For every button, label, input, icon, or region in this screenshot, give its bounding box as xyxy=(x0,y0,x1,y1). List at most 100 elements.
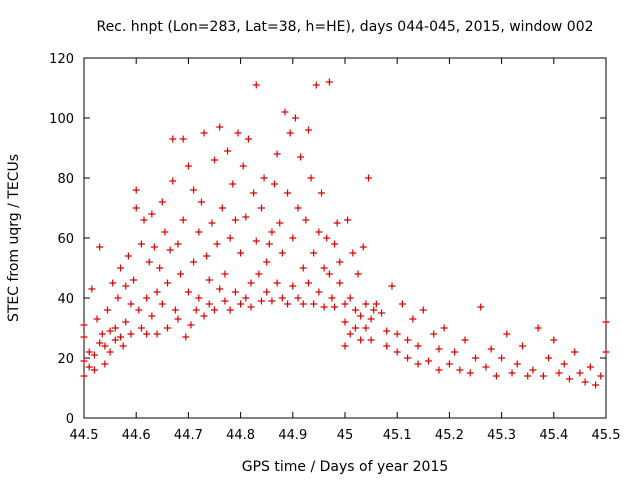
data-point xyxy=(312,81,320,89)
data-point xyxy=(276,219,284,227)
data-point xyxy=(135,306,143,314)
data-point xyxy=(127,300,135,308)
data-point xyxy=(315,288,323,296)
data-point xyxy=(195,228,203,236)
data-point xyxy=(284,300,292,308)
data-point xyxy=(398,300,406,308)
data-point xyxy=(229,180,237,188)
data-point xyxy=(560,360,568,368)
data-point xyxy=(234,129,242,137)
x-ticks: 44.5 44.6 44.7 44.8 44.9 45 45.1 45.2 45.3 45.4 45… xyxy=(70,58,620,443)
plot-area-border xyxy=(83,57,607,419)
data-points xyxy=(80,78,610,389)
data-point xyxy=(404,354,412,362)
data-point xyxy=(320,303,328,311)
data-point xyxy=(153,330,161,338)
data-point xyxy=(195,294,203,302)
data-point xyxy=(85,363,93,371)
data-point xyxy=(294,204,302,212)
data-point xyxy=(80,372,88,380)
data-point xyxy=(307,174,315,182)
data-point xyxy=(106,327,114,335)
y-ticks: 0 20 40 60 80 100 120 xyxy=(49,52,606,427)
data-point xyxy=(524,372,532,380)
data-point xyxy=(93,315,101,323)
x-tick-label: 45.3 xyxy=(487,428,516,443)
data-point xyxy=(182,333,190,341)
data-point xyxy=(367,315,375,323)
data-point xyxy=(197,198,205,206)
data-point xyxy=(336,258,344,266)
data-point xyxy=(586,363,594,371)
data-point xyxy=(124,252,132,260)
data-point xyxy=(130,276,138,284)
data-point xyxy=(263,288,271,296)
data-point xyxy=(367,336,375,344)
data-point xyxy=(200,129,208,137)
data-point xyxy=(85,348,93,356)
data-point xyxy=(414,342,422,350)
data-point xyxy=(456,366,464,374)
data-point xyxy=(208,219,216,227)
data-point xyxy=(393,348,401,356)
chart-title: Rec. hnpt (Lon=283, Lat=38, h=HE), days … xyxy=(96,19,593,35)
data-point xyxy=(349,249,357,257)
data-point xyxy=(263,258,271,266)
data-point xyxy=(117,264,125,272)
y-tick-label: 120 xyxy=(49,52,74,67)
data-point xyxy=(534,324,542,332)
data-point xyxy=(260,174,268,182)
x-tick-label: 44.8 xyxy=(226,428,255,443)
data-point xyxy=(581,378,589,386)
data-point xyxy=(461,336,469,344)
data-point xyxy=(88,285,96,293)
data-point xyxy=(576,369,584,377)
data-point xyxy=(331,240,339,248)
data-point xyxy=(90,351,98,359)
data-point xyxy=(242,213,250,221)
data-point xyxy=(158,198,166,206)
data-point xyxy=(122,318,130,326)
data-point xyxy=(255,270,263,278)
data-point xyxy=(190,186,198,194)
data-point xyxy=(226,306,234,314)
data-point xyxy=(445,360,453,368)
data-point xyxy=(158,300,166,308)
data-point xyxy=(357,336,365,344)
x-tick-label: 45.2 xyxy=(435,428,464,443)
data-point xyxy=(153,288,161,296)
data-point xyxy=(211,156,218,164)
data-point xyxy=(565,375,573,383)
data-point xyxy=(174,240,182,248)
data-point xyxy=(414,360,422,368)
data-point xyxy=(226,234,234,242)
data-point xyxy=(257,297,265,305)
data-point xyxy=(299,300,307,308)
data-point xyxy=(370,306,378,314)
data-point xyxy=(252,81,260,89)
data-point xyxy=(90,366,98,374)
data-point xyxy=(289,234,297,242)
data-point xyxy=(221,270,229,278)
data-point xyxy=(247,303,255,311)
data-point xyxy=(336,279,344,287)
data-point xyxy=(106,348,114,356)
data-point xyxy=(271,180,279,188)
data-point xyxy=(187,321,195,329)
data-point xyxy=(80,357,88,365)
data-point xyxy=(98,330,106,338)
data-point xyxy=(539,372,547,380)
data-point xyxy=(239,162,247,170)
data-point xyxy=(132,204,140,212)
data-point xyxy=(302,216,310,224)
data-point xyxy=(164,324,172,332)
data-point xyxy=(192,306,200,314)
data-point xyxy=(137,324,145,332)
data-point xyxy=(351,306,359,314)
data-point xyxy=(242,294,250,302)
data-point xyxy=(304,126,312,134)
y-tick-label: 40 xyxy=(57,292,74,307)
data-point xyxy=(354,270,362,278)
data-point xyxy=(148,312,156,320)
